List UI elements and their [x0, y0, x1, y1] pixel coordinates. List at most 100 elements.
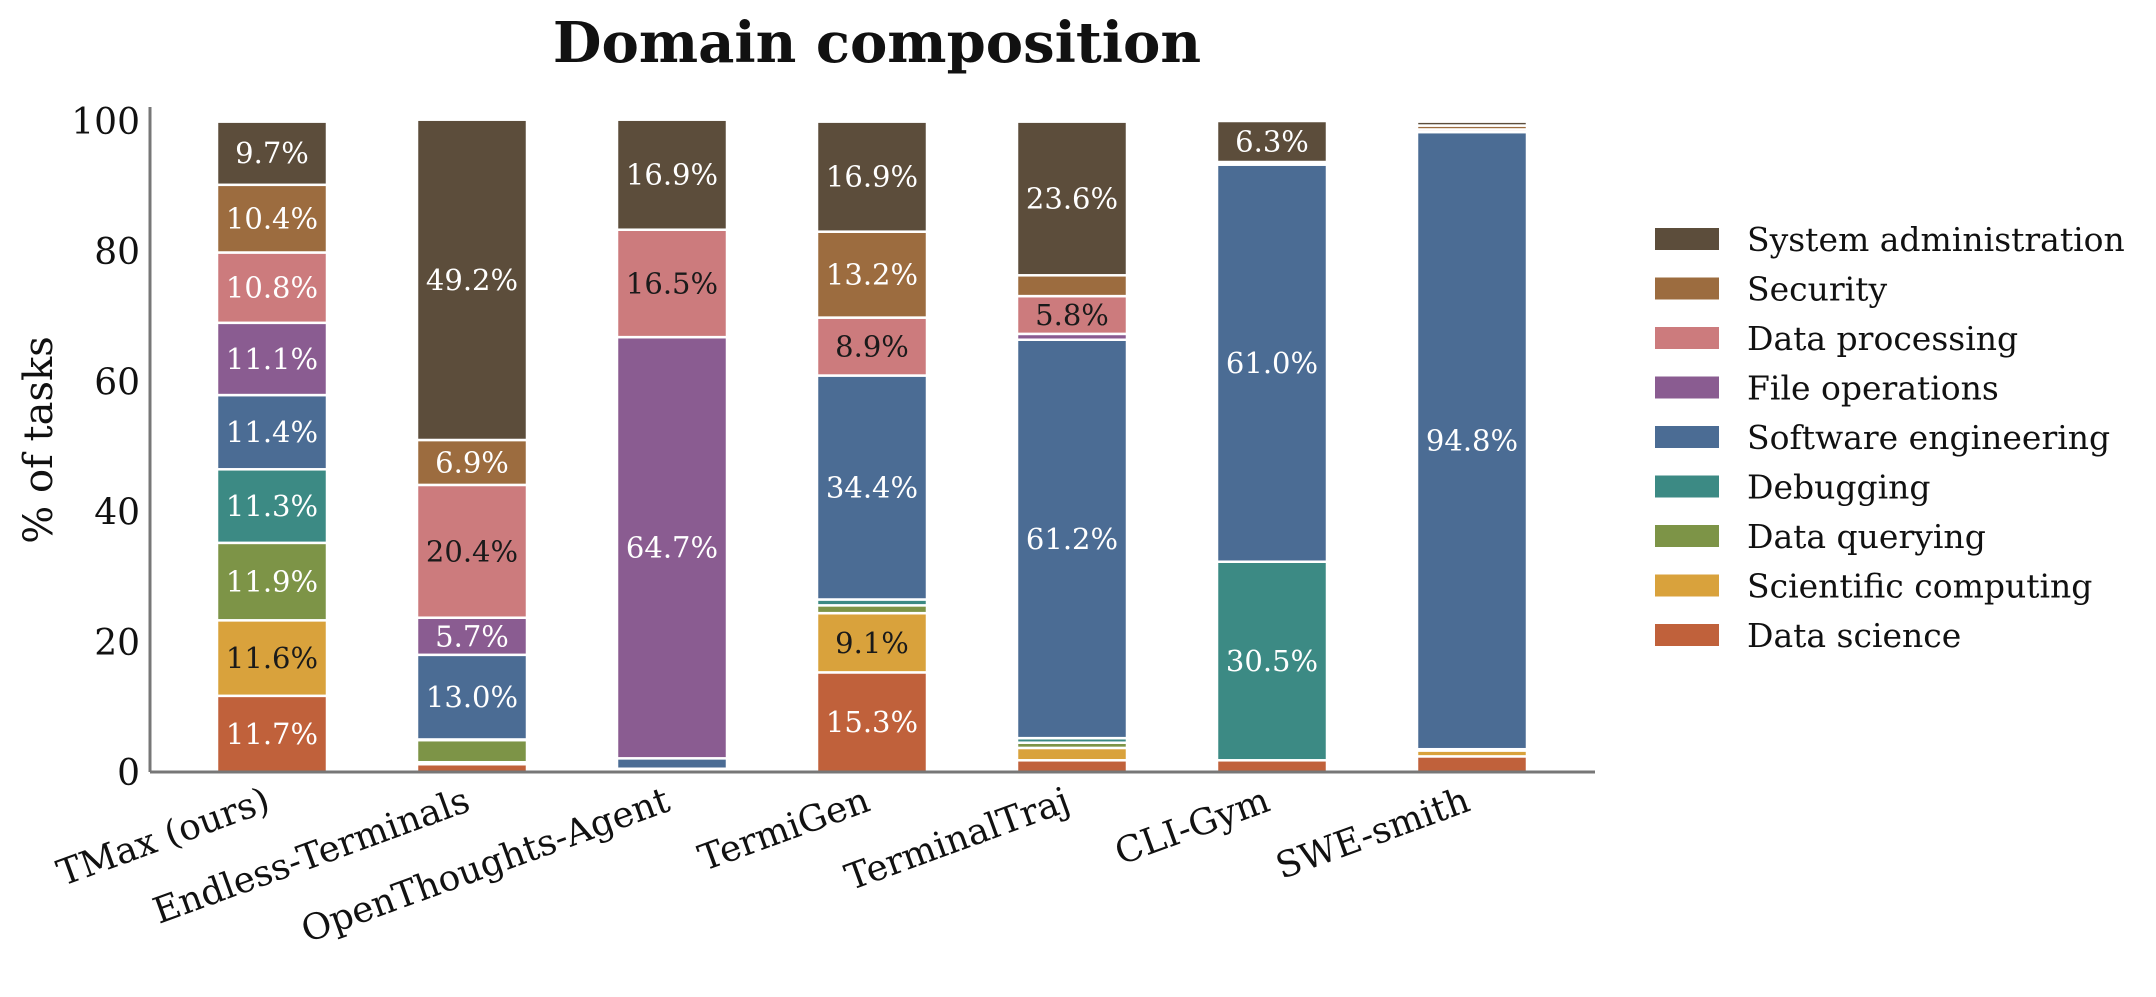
bar-segment	[815, 611, 929, 674]
legend-label: File operations	[1747, 369, 1999, 408]
bar-value-label: 94.8%	[1426, 424, 1518, 458]
y-tick-label: 20	[94, 623, 140, 664]
bar-segment	[1015, 294, 1129, 336]
legend-label: Data science	[1747, 616, 1961, 655]
bar-segment	[1215, 119, 1329, 164]
y-tick-label: 60	[94, 362, 140, 403]
bar-segment	[215, 251, 329, 325]
bar-value-label: 23.6%	[1026, 181, 1118, 215]
bar-segment	[1415, 120, 1529, 127]
bar-value-label: 9.1%	[835, 626, 909, 660]
bar-value-label: 11.9%	[226, 565, 318, 599]
bar-value-label: 49.2%	[426, 263, 518, 297]
bar-value-label: 30.5%	[1226, 644, 1318, 678]
bar-value-label: 11.3%	[226, 489, 318, 523]
bar-segment	[415, 483, 529, 619]
bar-segment	[415, 118, 529, 442]
bar-segment	[1215, 163, 1329, 563]
legend-swatch	[1655, 574, 1719, 597]
legend-label: Data querying	[1747, 517, 1986, 556]
bar-segment	[815, 671, 929, 774]
bar-segment	[215, 393, 329, 471]
bar-value-label: 15.3%	[826, 705, 918, 739]
legend-swatch	[1655, 475, 1719, 498]
bar-segment	[1015, 746, 1129, 762]
legend-swatch	[1655, 426, 1719, 448]
chart-title: Domain composition	[553, 10, 1201, 76]
bar-segment	[815, 120, 929, 233]
bar-segment	[1215, 560, 1329, 762]
legend: System administration Security Data proces…	[1655, 220, 2125, 655]
bar-segment	[215, 120, 329, 187]
bar-segment	[215, 183, 329, 254]
bar-segment	[1015, 338, 1129, 740]
bar-value-label: 9.7%	[235, 136, 309, 170]
bar-segment	[415, 738, 529, 764]
bar-segment	[415, 438, 529, 487]
y-tick-label: 40	[94, 493, 140, 534]
bar-value-label: 5.8%	[1035, 298, 1109, 332]
y-tick-label: 0	[117, 753, 140, 794]
bar-value-label: 10.8%	[226, 271, 318, 305]
bar-value-label: 13.2%	[826, 258, 918, 292]
x-tick-label: TerminalTraj	[840, 780, 1075, 899]
legend-label: Scientific computing	[1747, 567, 2092, 606]
bar-segment	[215, 321, 329, 397]
bar-value-label: 11.4%	[226, 415, 318, 449]
legend-label: Software engineering	[1747, 418, 2110, 457]
bar-value-label: 6.9%	[435, 445, 509, 479]
legend-label: System administration	[1747, 220, 2125, 259]
x-tick-label: OpenThoughts-Agent	[296, 780, 676, 952]
bar-value-label: 61.2%	[1026, 522, 1118, 556]
bars-layer: 11.7% 11.6% 11.9% 11.3% 11.4% 11.1% 10.8% 10.4%…	[215, 118, 1529, 774]
legend-swatch	[1655, 277, 1719, 300]
legend-label: Security	[1747, 270, 1887, 309]
x-tick-label: SWE-smith	[1271, 780, 1475, 888]
bar-segment	[215, 694, 329, 774]
bar-segment	[615, 228, 729, 339]
bar-segment	[215, 468, 329, 545]
bar-segment	[1415, 130, 1529, 751]
bar-segment	[415, 653, 529, 741]
legend-swatch	[1655, 228, 1719, 250]
bar-segment	[615, 757, 729, 770]
bar-segment	[215, 619, 329, 698]
bar-segment	[1015, 120, 1129, 277]
bar-value-label: 11.1%	[226, 342, 318, 376]
bar-segment	[815, 230, 929, 319]
bar-value-label: 34.4%	[826, 471, 918, 505]
y-tick-label: 100	[71, 102, 140, 143]
legend-label: Data processing	[1747, 319, 2018, 358]
bar-segment	[1015, 759, 1129, 774]
bar-value-label: 6.3%	[1235, 125, 1309, 159]
bar-value-label: 16.9%	[826, 160, 918, 194]
bar-value-label: 8.9%	[835, 330, 909, 364]
y-axis-label: % of tasks	[16, 336, 62, 544]
legend-swatch	[1655, 624, 1719, 646]
bar-value-label: 13.0%	[426, 680, 518, 714]
legend-swatch	[1655, 327, 1719, 349]
bar-value-label: 20.4%	[426, 534, 518, 568]
bar-segment	[1015, 274, 1129, 298]
bar-segment	[1415, 755, 1529, 774]
bar-value-label: 61.0%	[1226, 346, 1318, 380]
bar-segment	[815, 374, 929, 601]
bar-value-label: 16.9%	[626, 158, 718, 192]
bar-value-label: 10.4%	[226, 202, 318, 236]
x-tick-labels: TMax (ours)Endless-TerminalsOpenThoughts…	[52, 780, 1475, 952]
y-tick-label: 80	[94, 232, 140, 273]
axes-layer	[148, 107, 1595, 774]
legend-swatch	[1655, 376, 1719, 399]
bar-value-label: 5.7%	[435, 619, 509, 653]
y-tick-labels: 0 20 40 60 80 100	[71, 102, 140, 794]
bar-segment	[615, 335, 729, 760]
legend-swatch	[1655, 525, 1719, 547]
bar-value-label: 11.6%	[226, 641, 318, 675]
bar-value-label: 16.5%	[626, 266, 718, 300]
bar-value-label: 11.7%	[226, 717, 318, 751]
bar-segment	[1215, 759, 1329, 774]
bar-segment	[615, 118, 729, 231]
legend-label: Debugging	[1747, 468, 1931, 507]
bar-value-label: 64.7%	[626, 531, 718, 565]
